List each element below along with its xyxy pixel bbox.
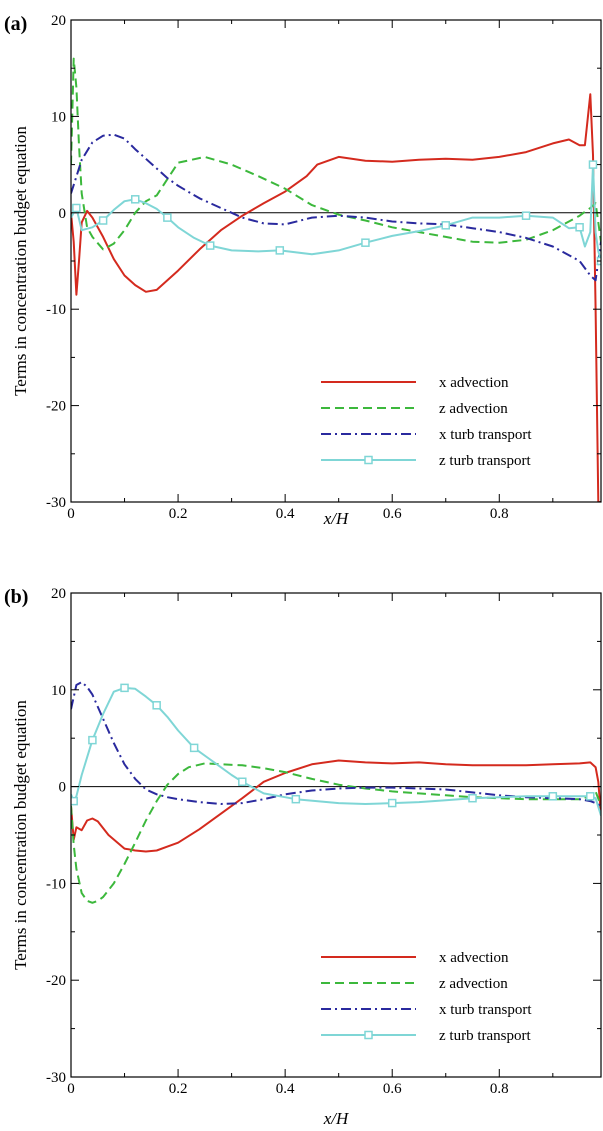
series-marker [120, 683, 129, 693]
y-tick-label: -30 [46, 1070, 66, 1086]
legend-label: x turb transport [439, 1002, 532, 1018]
legend-label: x turb transport [439, 427, 532, 443]
series-marker [205, 241, 215, 250]
chart-panel-1: -30 -20 -10 0 10 20 0 0.2 0.4 0.6 0.8 x/H Terms in c… [4, 586, 602, 1128]
x-tick-label: 0.8 [490, 506, 509, 522]
x-axis-title: x/H [323, 1109, 350, 1128]
legend-label: x advection [439, 950, 509, 966]
x-tick-label: 0.2 [169, 1081, 188, 1097]
x-tick-label: 0.4 [276, 506, 295, 522]
y-tick-label: 20 [51, 13, 66, 29]
series-marker [163, 213, 172, 222]
series-line-3 [71, 163, 601, 262]
series-marker [588, 160, 598, 169]
y-axis-title: Terms in concentration budget equation [11, 126, 30, 396]
x-tick-label: 0.6 [383, 1081, 402, 1097]
series-marker [387, 798, 397, 808]
series-marker [521, 211, 531, 220]
series-marker [586, 792, 595, 801]
x-tick-label: 0.2 [169, 506, 188, 522]
y-axis-title: Terms in concentration budget equation [11, 700, 30, 970]
x-tick-label: 0 [67, 506, 75, 522]
series-marker [575, 223, 584, 232]
y-tick-label: -30 [46, 495, 66, 511]
legend: x advection z advection x turb transport z … [321, 375, 532, 469]
series-line-1 [71, 762, 601, 904]
y-tick-label: 0 [59, 780, 67, 796]
series-marker [130, 195, 140, 204]
series-marker [152, 701, 161, 710]
y-tick-label: 0 [59, 206, 67, 222]
series-marker [548, 792, 558, 801]
legend: x advection z advection x turb transport z … [321, 950, 532, 1044]
series-marker [88, 735, 97, 745]
series-line-1 [71, 57, 601, 251]
x-axis-title: x/H [323, 509, 350, 528]
series-line-2 [71, 681, 601, 807]
x-tick-label: 0 [67, 1081, 75, 1097]
series-marker [98, 216, 108, 225]
y-tick-label: -20 [46, 399, 66, 415]
series-marker [441, 221, 450, 230]
legend-label: z turb transport [439, 1028, 531, 1044]
legend-label: z advection [439, 401, 508, 417]
y-tick-label: -10 [46, 876, 66, 892]
series-line-0 [71, 759, 601, 853]
series-line-3 [71, 686, 601, 816]
series-marker [189, 743, 199, 753]
legend-label: z advection [439, 976, 508, 992]
panel-label: (a) [4, 13, 27, 35]
series-marker [361, 238, 370, 247]
panel-label: (b) [4, 586, 28, 608]
legend-label: x advection [439, 375, 509, 391]
y-tick-label: -20 [46, 973, 66, 989]
series-marker [72, 203, 81, 213]
chart-panel-0: -30 -20 -10 0 10 20 0 0.2 0.4 0.6 0.8 x/H Terms in c… [4, 13, 602, 528]
series-marker [275, 246, 285, 255]
legend-label: z turb transport [439, 453, 531, 469]
x-tick-label: 0.6 [383, 506, 402, 522]
y-tick-label: 20 [51, 586, 66, 602]
series-line-2 [71, 133, 601, 282]
series-marker [71, 796, 78, 806]
series-marker [238, 777, 247, 787]
x-tick-label: 0.4 [276, 1081, 295, 1097]
y-tick-label: 10 [51, 683, 66, 699]
series-marker [468, 793, 477, 803]
x-tick-label: 0.8 [490, 1081, 509, 1097]
y-tick-label: 10 [51, 109, 66, 125]
y-tick-label: -10 [46, 302, 66, 318]
series-marker [291, 794, 301, 804]
